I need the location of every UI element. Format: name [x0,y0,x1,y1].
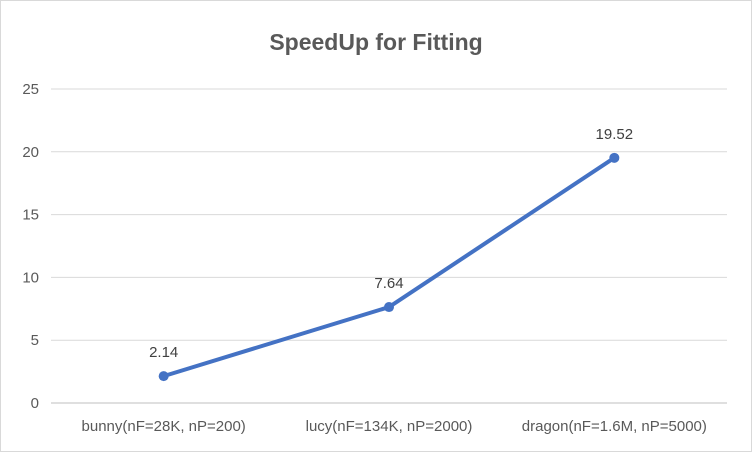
chart-title: SpeedUp for Fitting [269,29,483,55]
data-label: 2.14 [149,344,178,361]
y-tick-label: 20 [22,144,39,161]
y-tick-label: 25 [22,81,39,98]
data-label: 7.64 [374,275,403,292]
y-tick-label: 5 [31,332,39,349]
y-tick-label: 10 [22,269,39,286]
x-tick-label: dragon(nF=1.6M, nP=5000) [522,418,707,435]
data-point [158,371,169,382]
series-line [161,155,617,379]
y-tick-label: 0 [31,395,39,412]
data-label: 19.52 [596,126,634,143]
data-point [384,302,394,313]
x-tick-label: lucy(nF=134K, nP=2000) [306,418,473,435]
data-point [609,152,620,163]
y-tick-label: 15 [22,207,39,224]
x-tick-label: bunny(nF=28K, nP=200) [82,418,246,435]
